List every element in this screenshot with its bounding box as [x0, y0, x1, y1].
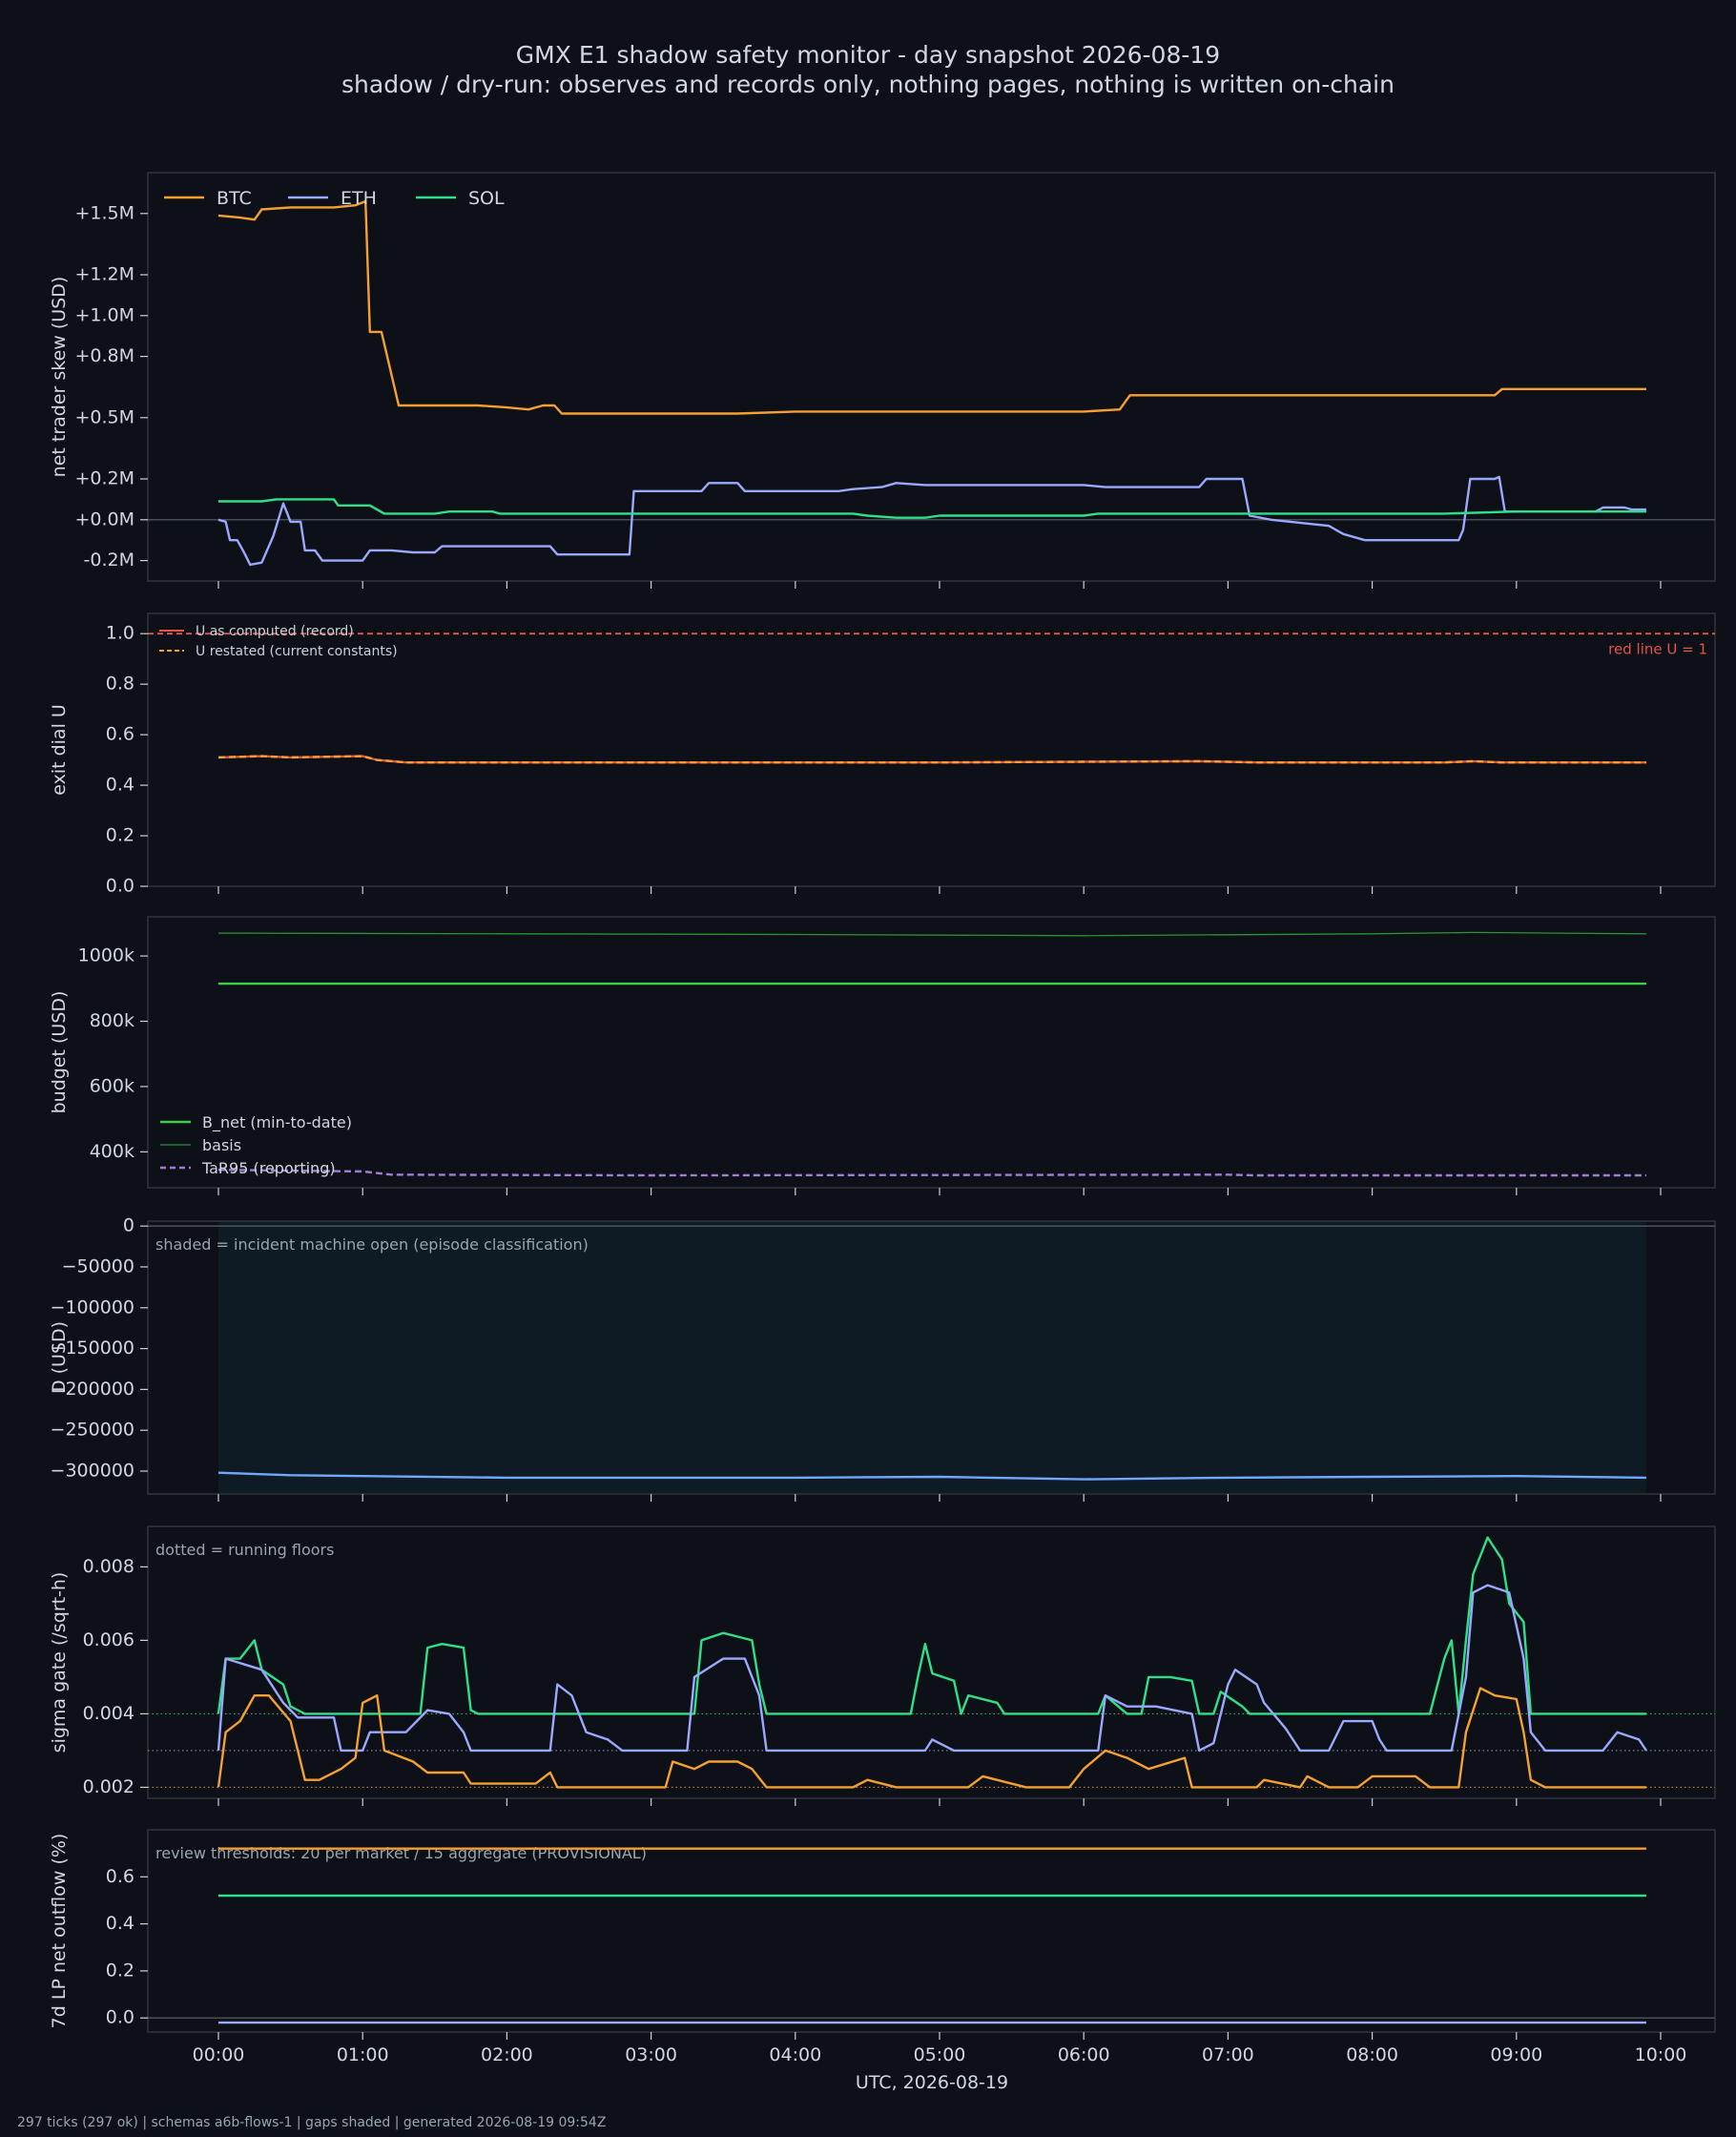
x-tick-label: 03:00 [625, 2044, 677, 2065]
y-tick-label: 0.4 [106, 775, 134, 796]
series-line-u-restated-current-constants- [217, 755, 1646, 764]
y-tick-label: 0.002 [83, 1776, 134, 1797]
y-tick-label: 0.8 [106, 674, 134, 695]
series-line-sol [218, 498, 1646, 519]
y-axis-label: exit dial U [49, 704, 70, 796]
series-line-d [217, 1471, 1646, 1481]
x-tick-label: 10:00 [1635, 2044, 1687, 2065]
chart-subtitle: shadow / dry-run: observes and records o… [341, 71, 1395, 98]
y-tick-label: 800k [90, 1010, 134, 1031]
panel-frame [147, 612, 1716, 887]
y-tick-label: +1.2M [74, 264, 134, 285]
x-tick-label: 02:00 [481, 2044, 533, 2065]
y-tick-label: 1.0 [106, 623, 134, 644]
y-tick-label: +0.8M [74, 345, 134, 366]
x-tick-label: 09:00 [1490, 2044, 1542, 2065]
y-tick-label: −200000 [51, 1379, 134, 1400]
y-tick-label: +1.0M [74, 304, 134, 325]
footer: 297 ticks (297 ok) | schemas a6b-flows-1… [17, 2115, 606, 2130]
y-tick-label: 0.0 [106, 876, 134, 897]
series-line-btc [217, 1687, 1646, 1789]
panel-annotation: shaded = incident machine open (episode … [155, 1235, 589, 1254]
legend-label: U as computed (record) [196, 624, 354, 639]
legend-label: SOL [468, 188, 505, 209]
panel-annotation: review thresholds: 20 per market / 15 ag… [155, 1844, 647, 1862]
red-line-label: red line U = 1 [1608, 640, 1707, 657]
y-axis-label: sigma gate (/sqrt-h) [49, 1572, 70, 1753]
legend-label: B_net (min-to-date) [202, 1113, 352, 1132]
y-tick-label: 0 [123, 1215, 134, 1236]
incident-shade [218, 1222, 1646, 1493]
panel-1: -0.2M +0.0M +0.2M +0.5M +0.8M +1.0M +1.2M +1.5M… [49, 172, 1716, 589]
y-tick-label: +0.0M [74, 508, 134, 529]
panel-6: 0.0 0.2 0.4 0.6 00:00 01:00 02:00 03:00 04:00 05:… [49, 1829, 1716, 2065]
panels: -0.2M +0.0M +0.2M +0.5M +0.8M +1.0M +1.2M +1.5M… [49, 172, 1716, 2065]
panel-frame [147, 1829, 1716, 2033]
x-tick-label: 01:00 [337, 2044, 389, 2065]
y-tick-label: 0.006 [83, 1629, 134, 1650]
x-tick-label: 05:00 [914, 2044, 966, 2065]
legend-label: TaR95 (reporting) [201, 1159, 336, 1177]
x-axis-label: UTC, 2026-08-19 [856, 2072, 1008, 2093]
y-tick-label: 600k [90, 1075, 134, 1096]
y-tick-label: −100000 [51, 1297, 134, 1317]
y-tick-label: −250000 [51, 1420, 134, 1441]
y-tick-label: 0.4 [106, 1913, 134, 1934]
y-axis-label: D (USD) [49, 1321, 70, 1394]
legend-label: basis [202, 1136, 241, 1154]
chart-title: GMX E1 shadow safety monitor - day snaps… [516, 41, 1220, 69]
y-tick-label: 0.6 [106, 724, 134, 745]
panel-2: red line U = 1 0.0 0.2 0.4 0.6 0.8 1.0 exit dia… [49, 612, 1716, 897]
panel-frame [147, 1525, 1716, 1799]
y-axis-label: net trader skew (USD) [49, 277, 70, 478]
y-tick-label: -0.2M [84, 550, 134, 571]
legend-label: BTC [217, 188, 252, 209]
y-tick-label: 0.008 [83, 1556, 134, 1577]
x-tick-label: 00:00 [193, 2044, 245, 2065]
y-tick-label: +0.2M [74, 468, 134, 489]
y-tick-label: 0.6 [106, 1866, 134, 1887]
y-tick-label: −300000 [51, 1461, 134, 1482]
legend-label: U restated (current constants) [196, 644, 398, 659]
y-tick-label: 0.0 [106, 2007, 134, 2028]
x-tick-label: 04:00 [769, 2044, 821, 2065]
series-line-tar95-reporting- [217, 1169, 1646, 1177]
panel-3: 400k 600k 800k 1000k budget (USD) B_net (min-… [49, 916, 1716, 1195]
x-tick-label: 07:00 [1202, 2044, 1254, 2065]
y-tick-label: −50000 [62, 1255, 134, 1276]
y-axis-label: budget (USD) [49, 991, 70, 1114]
y-tick-label: 0.004 [83, 1703, 134, 1724]
y-tick-label: −150000 [51, 1338, 134, 1359]
panel-annotation: dotted = running floors [155, 1541, 334, 1559]
y-tick-label: +1.5M [74, 202, 134, 223]
x-tick-label: 06:00 [1058, 2044, 1110, 2065]
y-tick-label: 1000k [78, 945, 134, 966]
legend-label: ETH [341, 188, 377, 209]
series-line-basis [217, 931, 1646, 937]
panel-5: 0.002 0.004 0.006 0.008 sigma gate (/sqrt-h)… [49, 1525, 1716, 1806]
series-line-btc [217, 199, 1646, 415]
y-tick-label: 0.2 [106, 825, 134, 846]
series-line-eth [217, 1584, 1647, 1753]
y-axis-label: 7d LP net outflow (%) [49, 1834, 70, 2029]
series-line-sol [217, 1536, 1646, 1715]
series-line-eth [217, 475, 1646, 567]
panel-4: 0 −50000 −100000 −150000 −200000 −250000 −3000… [49, 1215, 1716, 1502]
panel-frame [147, 916, 1716, 1189]
y-tick-label: 0.2 [106, 1960, 134, 1981]
x-tick-label: 08:00 [1346, 2044, 1398, 2065]
y-tick-label: +0.5M [74, 406, 134, 427]
y-tick-label: 400k [90, 1141, 134, 1162]
